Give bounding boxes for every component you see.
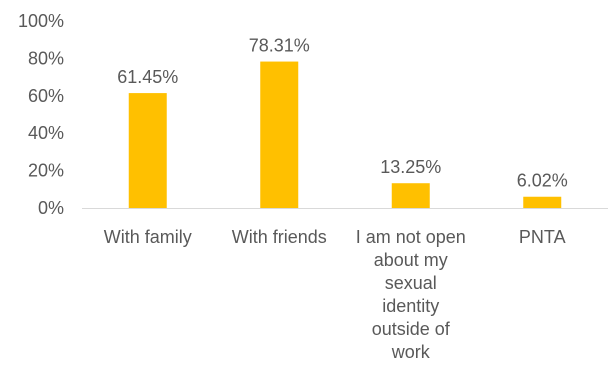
y-tick-label: 60% (28, 86, 64, 106)
category-label-line: about my (374, 250, 448, 270)
y-tick-label: 40% (28, 123, 64, 143)
data-labels: 61.45% 78.31% 13.25% 6.02% (117, 36, 568, 191)
category-label-line: sexual (385, 273, 437, 293)
category-label-line: identity (382, 296, 439, 316)
bar (260, 61, 299, 208)
category-label: With friends (232, 227, 327, 247)
data-label: 6.02% (517, 171, 568, 191)
y-tick-label: 0% (38, 198, 64, 218)
category-labels: With family With friends I am not open abou… (104, 227, 566, 362)
data-label: 61.45% (117, 67, 178, 87)
category-label-line: With friends (232, 227, 327, 247)
data-label: 13.25% (380, 157, 441, 177)
category-label-line: I am not open (356, 227, 466, 247)
category-label-line: work (391, 342, 431, 362)
data-label: 78.31% (249, 36, 310, 56)
category-label-line: PNTA (519, 227, 566, 247)
y-tick-label: 100% (18, 11, 64, 31)
category-label: I am not open about my sexual identity outsi… (356, 227, 466, 362)
category-label: PNTA (519, 227, 566, 247)
y-tick-label: 20% (28, 161, 64, 181)
category-label-line: With family (104, 227, 192, 247)
y-tick-label: 80% (28, 48, 64, 68)
bar (128, 93, 167, 208)
bar (391, 183, 430, 208)
bars (128, 61, 562, 208)
category-label-line: outside of (372, 319, 451, 339)
bar (523, 196, 562, 208)
y-axis-ticks: 0% 20% 40% 60% 80% 100% (18, 11, 64, 218)
category-label: With family (104, 227, 192, 247)
